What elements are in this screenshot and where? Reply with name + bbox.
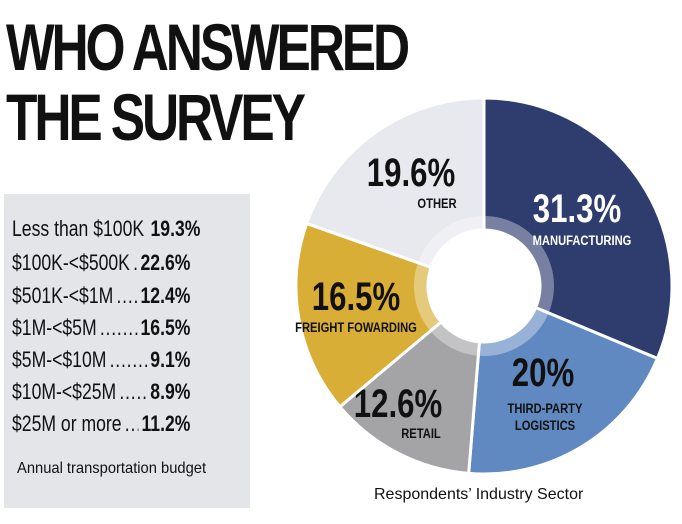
title-line-1: WHO ANSWERED (6, 10, 410, 84)
slice-category-label: RETAIL (401, 426, 441, 441)
donut-hole (429, 231, 539, 341)
budget-value: 16.5% (140, 315, 191, 340)
slice-manufacturing (482, 96, 674, 361)
slice-value-label: 20% (512, 350, 574, 395)
page-title: WHO ANSWERED THE SURVEY (6, 10, 410, 154)
budget-value: 19.3% (150, 216, 201, 241)
budget-row: $5M-<$10M 9.1% (12, 347, 190, 377)
budget-value: 8.9% (150, 379, 191, 404)
budget-row: $1M-<$5M 16.5% (12, 315, 190, 345)
budget-row: Less than $100K 19.3% (12, 216, 200, 246)
chart-caption: Respondents’ Industry Sector (374, 486, 584, 503)
slice-category-label: LOGISTICS (515, 418, 575, 433)
budget-label: $501K-<$1M (12, 283, 114, 308)
budget-label: $25M or more (12, 411, 122, 436)
slice-retail (337, 319, 482, 475)
title-line-2: THE SURVEY (6, 80, 306, 154)
budget-row: $25M or more 11.2% (12, 411, 190, 441)
slice-inner-band (414, 262, 442, 331)
budget-value: 9.1% (150, 347, 191, 372)
slice-category-label: THIRD-PARTY (508, 401, 583, 416)
slice-other (304, 96, 486, 270)
slice-inner-band (478, 307, 549, 356)
slice-value-label: 16.5% (312, 274, 400, 319)
slice-value-label: 31.3% (533, 186, 621, 231)
budget-row: $501K-<$1M 12.4% (12, 283, 190, 313)
slice-value-label: 12.6% (354, 381, 442, 426)
budget-row: $100K-<$500K 22.6% (12, 250, 190, 280)
slice-freight-fowarding (294, 221, 444, 409)
budget-value: 12.4% (140, 283, 191, 308)
budget-label: $5M-<$10M (12, 347, 107, 372)
slice-third-party-logistics (467, 305, 660, 476)
budget-label: $1M-<$5M (12, 315, 97, 340)
slice-inner-band (417, 216, 484, 268)
budget-label: $100K-<$500K (12, 250, 130, 275)
slice-category-label: FREIGHT FOWARDING (295, 320, 417, 335)
slice-value-label: 19.6% (367, 150, 455, 195)
slice-inner-band (484, 216, 554, 313)
budget-row: $10M-<$25M 8.9% (12, 379, 190, 409)
budget-label: Less than $100K (12, 216, 145, 241)
slice-inner-band (430, 321, 480, 356)
slice-category-label: OTHER (417, 196, 456, 211)
budget-value: 22.6% (140, 250, 191, 275)
budget-caption: Annual transportation budget (17, 460, 207, 477)
budget-label: $10M-<$25M (12, 379, 117, 404)
budget-value: 11.2% (141, 411, 191, 436)
slice-category-label: MANUFACTURING (533, 233, 632, 248)
